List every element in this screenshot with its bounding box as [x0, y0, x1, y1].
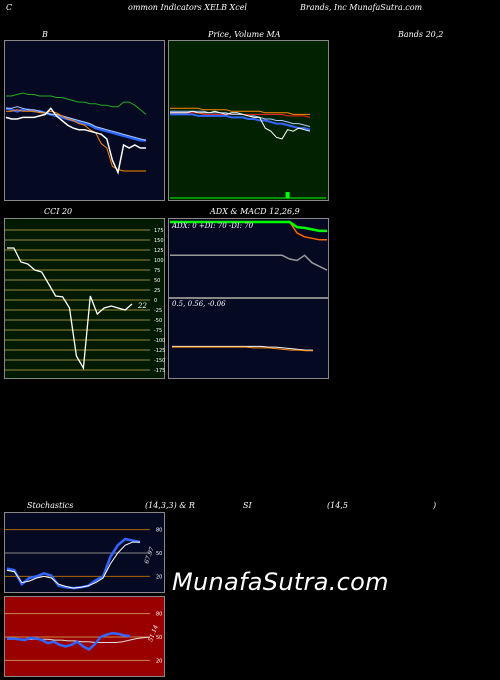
adx-values-text: ADX: 0 +DI: 70 -DI: 70 [171, 222, 254, 230]
label-b: B [42, 30, 48, 39]
tick-label: 80 [156, 612, 162, 618]
rsi-line [7, 631, 131, 652]
adx-panel: ADX: 0 +DI: 70 -DI: 70 [168, 218, 329, 298]
macd-values-text: 0.5, 0.56, -0.06 [172, 300, 226, 308]
tick-label: 50 [156, 635, 162, 641]
price-ma-panel [168, 40, 329, 201]
bollinger-chart [4, 40, 165, 201]
stoch-d-line [6, 541, 140, 589]
label-adx-macd: ADX & MACD 12,26,9 [210, 207, 300, 216]
upper-band [6, 92, 147, 115]
tick-label: 20 [156, 574, 162, 580]
adx-chart: ADX: 0 +DI: 70 -DI: 70 [168, 218, 329, 298]
price-line [5, 107, 146, 175]
tick-label: 50 [154, 278, 160, 284]
panel-background [4, 40, 165, 201]
signal-line [172, 346, 313, 352]
bollinger-panel [4, 40, 165, 201]
header-title-2: Brands, Inc MunafaSutra.com [300, 3, 423, 12]
label-price-ma: Price, Volume MA [208, 30, 281, 39]
watermark: MunafaSutra.com [172, 568, 389, 596]
label-cci: CCI 20 [44, 207, 73, 216]
tick-label: 20 [156, 658, 162, 664]
lower-band [6, 109, 146, 172]
stoch-panel: 80 50 20 67.97 [4, 512, 165, 593]
tick-label: -175 [154, 368, 165, 374]
macd-line [172, 345, 313, 351]
tick-label: 25 [154, 288, 160, 294]
label-rsi-params: (14,5 [327, 501, 348, 510]
price-line [170, 110, 311, 140]
cci-value-label: 22 [137, 302, 147, 310]
tick-label: -100 [154, 338, 165, 344]
tick-label: 125 [154, 248, 164, 254]
tick-label: -75 [154, 328, 162, 334]
rsi-panel: 80 50 20 51.14 [4, 596, 165, 677]
panel-background [168, 218, 329, 298]
tick-label: 175 [154, 228, 164, 234]
tick-label: 150 [154, 238, 164, 244]
ma-blue [170, 113, 311, 131]
label-bands: Bands 20,2 [398, 30, 444, 39]
tick-label: -25 [154, 308, 162, 314]
macd-panel: 0.5, 0.56, -0.06 [168, 298, 329, 379]
tick-label: -125 [154, 348, 165, 354]
label-stoch: Stochastics [27, 501, 74, 510]
tick-label: 80 [156, 528, 162, 534]
header-title: ommon Indicators XELB Xcel [128, 3, 247, 12]
tick-label: 0 [154, 298, 157, 304]
middle-band-light [6, 106, 147, 141]
price-ma-chart [168, 40, 329, 201]
cci-chart: 175 150 125 100 75 50 25 0 -25 -50 -75 -100 -125 -150… [4, 218, 165, 379]
cci-panel: 175 150 125 100 75 50 25 0 -25 -50 -75 -100 -125 -150… [4, 218, 165, 379]
label-si: SI [243, 501, 252, 510]
tick-label: 75 [154, 268, 160, 274]
label-stoch-params: (14,3,3) & R [145, 501, 195, 510]
label-close-paren: ) [433, 501, 437, 510]
cci-line [7, 247, 133, 371]
panel-background [168, 40, 329, 201]
adx-line [170, 254, 328, 271]
macd-chart: 0.5, 0.56, -0.06 [168, 298, 329, 379]
header-c: C [6, 3, 13, 12]
volume-bar [285, 192, 290, 198]
tick-label: -50 [154, 318, 162, 324]
panel-background [168, 298, 329, 379]
tick-label: 50 [156, 551, 162, 557]
tick-label: -150 [154, 358, 165, 364]
plus-di-line [170, 220, 327, 233]
ma-orange [170, 107, 310, 115]
tick-label: 100 [154, 258, 164, 264]
